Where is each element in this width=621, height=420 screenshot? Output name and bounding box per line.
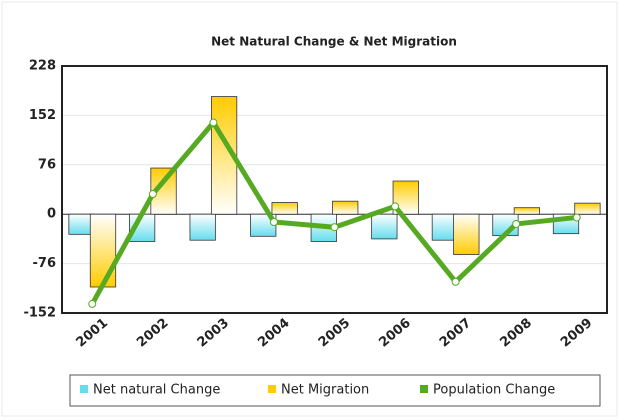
legend-label: Net natural Change bbox=[93, 383, 220, 398]
legend-swatch bbox=[80, 385, 88, 393]
y-tick-label: 0 bbox=[47, 207, 56, 222]
plot-area bbox=[62, 66, 607, 313]
point bbox=[451, 277, 460, 286]
point bbox=[88, 299, 97, 308]
legend-swatch bbox=[268, 385, 276, 393]
point bbox=[391, 202, 400, 211]
legend-label: Net Migration bbox=[281, 383, 369, 398]
bar bbox=[89, 213, 117, 288]
bar bbox=[332, 200, 359, 215]
legend-swatch bbox=[420, 385, 428, 393]
bar bbox=[453, 213, 480, 255]
bar bbox=[513, 207, 541, 215]
y-tick-label: 152 bbox=[29, 108, 56, 123]
y-tick-label: 228 bbox=[29, 59, 56, 74]
bar bbox=[271, 202, 298, 215]
plot-border bbox=[61, 65, 608, 314]
point bbox=[148, 190, 157, 199]
y-tick-label: -152 bbox=[23, 306, 56, 321]
bar bbox=[371, 213, 398, 240]
point bbox=[572, 213, 581, 222]
point bbox=[512, 219, 521, 228]
y-tick-label: -76 bbox=[33, 256, 57, 271]
chart-title: Net Natural Change & Net Migration bbox=[211, 35, 457, 49]
y-tick-label: 76 bbox=[38, 157, 56, 172]
legend-label: Population Change bbox=[433, 383, 555, 398]
point bbox=[330, 223, 339, 232]
bar bbox=[189, 213, 216, 241]
point bbox=[209, 118, 218, 127]
bar bbox=[574, 202, 601, 215]
legend-box bbox=[69, 374, 601, 407]
point bbox=[269, 218, 278, 226]
bar bbox=[128, 213, 156, 242]
